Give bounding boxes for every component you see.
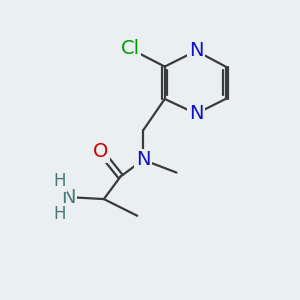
- Text: O: O: [93, 142, 109, 161]
- Text: N: N: [189, 104, 203, 123]
- Text: H: H: [53, 205, 66, 223]
- Text: H: H: [53, 172, 66, 190]
- Text: N: N: [61, 188, 76, 207]
- Text: Cl: Cl: [121, 39, 140, 58]
- Text: N: N: [189, 41, 203, 60]
- Text: N: N: [136, 150, 150, 169]
